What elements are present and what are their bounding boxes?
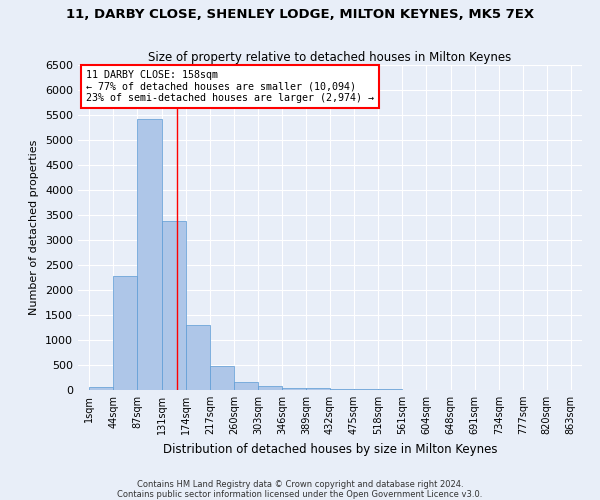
Bar bbox=[113, 276, 137, 390]
Text: 11, DARBY CLOSE, SHENLEY LODGE, MILTON KEYNES, MK5 7EX: 11, DARBY CLOSE, SHENLEY LODGE, MILTON K… bbox=[66, 8, 534, 20]
Bar bbox=[378, 389, 402, 390]
Bar bbox=[186, 324, 210, 390]
Bar bbox=[234, 382, 258, 390]
X-axis label: Distribution of detached houses by size in Milton Keynes: Distribution of detached houses by size … bbox=[163, 442, 497, 456]
Text: 11 DARBY CLOSE: 158sqm
← 77% of detached houses are smaller (10,094)
23% of semi: 11 DARBY CLOSE: 158sqm ← 77% of detached… bbox=[86, 70, 374, 103]
Bar bbox=[89, 386, 113, 390]
Bar bbox=[162, 221, 186, 390]
Bar bbox=[137, 119, 162, 390]
Title: Size of property relative to detached houses in Milton Keynes: Size of property relative to detached ho… bbox=[148, 51, 512, 64]
Bar bbox=[258, 386, 282, 390]
Bar bbox=[282, 388, 306, 390]
Y-axis label: Number of detached properties: Number of detached properties bbox=[29, 140, 40, 315]
Bar bbox=[210, 366, 234, 390]
Bar bbox=[306, 388, 330, 390]
Bar bbox=[354, 389, 378, 390]
Bar bbox=[330, 389, 354, 390]
Text: Contains HM Land Registry data © Crown copyright and database right 2024.
Contai: Contains HM Land Registry data © Crown c… bbox=[118, 480, 482, 499]
